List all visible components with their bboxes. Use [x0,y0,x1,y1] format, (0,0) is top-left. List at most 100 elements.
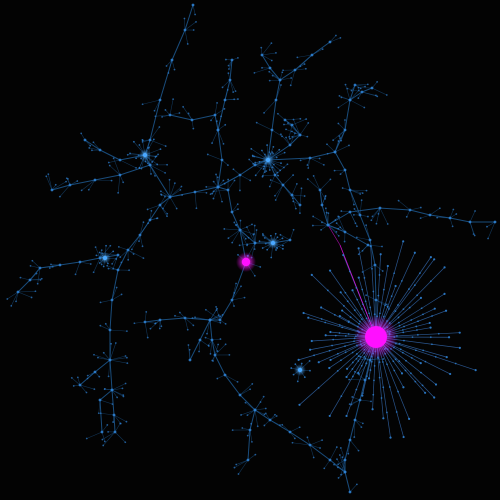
magenta-hub-spoke-node [332,339,334,341]
magenta-hub-spoke-node [382,361,384,363]
leaf-node [253,156,255,158]
leaf-node [115,342,117,344]
magenta-hub-spoke-node [381,397,383,399]
backbone-node [229,79,232,82]
leaf-node [227,237,229,239]
leaf-node [486,226,488,228]
magenta-hub-spoke-node [344,345,346,347]
leaf-node [228,68,230,70]
backbone-node [84,139,87,142]
leaf-node [254,248,256,250]
blue-hub-mid-leaf [275,233,277,235]
backbone-node [109,359,112,362]
backbone-node [209,319,212,322]
leaf-node [179,312,181,314]
magenta-hub-leaf [329,359,331,361]
backbone-node [113,414,116,417]
leaf-node [224,183,226,185]
leaf-node [291,131,293,133]
blue-hub-far-left-leaf [112,250,114,252]
backbone-edge [100,150,120,160]
backbone-node [79,261,82,264]
leaf-node [265,243,267,245]
leaf-edge [300,123,308,135]
backbone-node [29,279,32,282]
blue-hub-top-leaf [278,149,280,151]
leaf-node [358,450,360,452]
leaf-node [138,240,140,242]
leaf-node [340,173,342,175]
backbone-node [321,204,324,207]
leaf-node [269,80,271,82]
leaf-node [225,343,227,345]
leaf-node [386,94,388,96]
magenta-hub-leaf [445,310,447,312]
magenta-hub-spoke-node [354,309,356,311]
leaf-node [364,86,366,88]
leaf-node [217,350,219,352]
magenta-hub-leaf [429,322,431,324]
magenta-hub-spoke-node [340,395,342,397]
leaf-node [187,43,189,45]
leaf-node [370,400,372,402]
leaf-node [161,116,163,118]
magenta-hub-spoke-node [415,326,417,328]
backbone-node [279,79,282,82]
leaf-edge [115,432,125,442]
leaf-edge [335,170,345,171]
leaf-node [31,297,33,299]
leaf-node [247,435,249,437]
leaf-node [272,153,274,155]
leaf-edge [120,160,136,168]
magenta-hub-spoke-node [403,340,405,342]
leaf-node [276,157,278,159]
leaf-node [145,311,147,313]
leaf-edge [18,291,35,292]
leaf-node [160,325,162,327]
magenta-hub-spoke-node [386,363,388,365]
leaf-node [126,357,128,359]
leaf-node [88,147,90,149]
leaf-node [247,414,249,416]
magenta-hub-spoke-node [365,362,367,364]
leaf-edge [94,258,100,272]
leaf-node [235,283,237,285]
magenta-hub-spoke-node [411,357,413,359]
magenta-hub-spoke-node [340,359,342,361]
leaf-node [338,235,340,237]
backbone-edge [215,355,225,375]
blue-hub-left-leaf [133,141,135,143]
leaf-node [31,260,33,262]
leaf-node [249,180,251,182]
leaf-node [398,200,400,202]
leaf-node [141,168,143,170]
leaf-node [338,140,340,142]
leaf-node [336,231,338,233]
blue-hub-low-leaf [293,374,295,376]
leaf-edge [160,205,167,216]
leaf-node [159,328,161,330]
leaf-node [362,192,364,194]
backbone-node [144,321,147,324]
backbone-node [282,184,285,187]
leaf-node [237,203,239,205]
leaf-edge [421,215,430,218]
magenta-hub-spoke-node [402,352,404,354]
backbone-node [99,149,102,152]
leaf-node [474,210,476,212]
leaf-edge [184,18,185,30]
backbone-edge [160,318,185,320]
leaf-edge [118,175,120,193]
blue-hub-mid-leaf [270,257,272,259]
leaf-node [50,264,52,266]
leaf-edge [215,103,217,115]
leaf-node [147,222,149,224]
leaf-node [161,194,163,196]
backbone-node [224,374,227,377]
magenta-hub-spoke-node [377,295,379,297]
leaf-edge [255,402,261,410]
leaf-node [126,362,128,364]
leaf-edge [262,53,276,55]
magenta-hub-spoke-node [344,292,346,294]
magenta-hub-spoke-node [339,324,341,326]
